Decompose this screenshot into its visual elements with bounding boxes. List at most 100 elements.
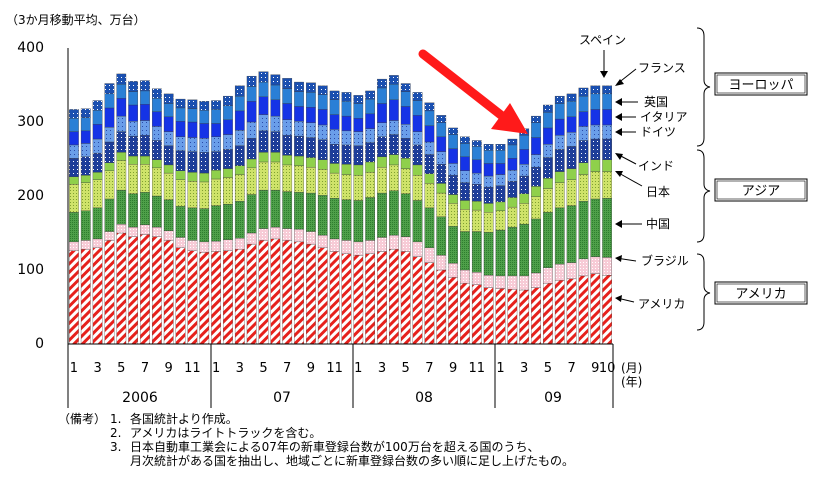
bar-segment-usa [471, 284, 482, 345]
bar-segment-china [199, 208, 210, 243]
bar-segment-spain [175, 98, 186, 109]
bar-segment-spain [234, 85, 245, 97]
bar-segment-france [306, 92, 316, 108]
bar-segment-china [282, 191, 293, 229]
bar-stack [282, 78, 293, 345]
bar-segment-germany [483, 186, 494, 204]
region-label-asia: アジア [742, 184, 780, 199]
bar-segment-spain [460, 136, 470, 144]
arrow-head [615, 171, 623, 177]
bar-segment-china [531, 218, 541, 274]
bar-segment-spain [306, 82, 316, 93]
note-number: 3. [110, 440, 122, 454]
bar-stack [388, 75, 399, 345]
bar-segment-usa [377, 251, 387, 345]
arrow-head [615, 128, 622, 136]
bar-segment-germany [80, 156, 91, 176]
bar-segment-india [531, 186, 541, 197]
bar-segment-france [400, 91, 411, 107]
bar-segment-china [246, 194, 257, 234]
bar-segment-france [199, 110, 210, 124]
bar-segment-uk [400, 106, 411, 125]
bar-segment-usa [543, 283, 553, 345]
x-tick-label: 7 [567, 361, 575, 376]
x-tick-label: 11 [326, 361, 343, 376]
bar-segment-spain [341, 92, 352, 102]
bar-segment-spain [543, 104, 553, 113]
bar-segment-india [282, 155, 293, 166]
bar-stack [246, 75, 257, 345]
bar-segment-brazil [365, 240, 376, 254]
bar-segment-spain [294, 81, 304, 92]
bar-segment-uk [590, 109, 601, 126]
bar-segment-brazil [128, 226, 138, 237]
bar-segment-usa [495, 288, 506, 345]
bar-segment-brazil [69, 241, 79, 251]
bar-segment-japan [388, 164, 399, 191]
bar-segment-india [353, 164, 364, 176]
stacked-bar-chart: （3か月移動平均、万台） 400 300 200 100 0 1 3 5 7 9 11 1 3… [6, 12, 808, 408]
bar-segment-germany [234, 145, 245, 166]
bar-segment-usa [424, 262, 435, 345]
bar-segment-italy [377, 122, 387, 137]
bar-segment-spain [365, 90, 376, 100]
bar-segment-spain [531, 115, 541, 123]
note-text: アメリカはライトトラックを含む。 [130, 426, 322, 440]
x-tick-label: 10 [599, 361, 616, 376]
bar-segment-germany [116, 131, 127, 153]
bar-stack [543, 104, 553, 345]
x-tick-label: 1 [70, 361, 78, 376]
series-label-uk: 英国 [644, 95, 668, 109]
bar-segment-italy [151, 126, 162, 141]
bar-segment-uk [306, 107, 316, 123]
bar-segment-brazil [424, 247, 435, 263]
year-label-08: 08 [415, 390, 433, 406]
bar-segment-china [175, 206, 186, 238]
bar-segment-brazil [388, 235, 399, 250]
bar-segment-usa [282, 240, 293, 345]
series-label-italy: イタリア [640, 110, 688, 124]
bar-segment-brazil [223, 239, 233, 251]
bar-segment-china [424, 207, 435, 248]
trend-arrow [418, 49, 528, 134]
bar-segment-france [566, 101, 577, 117]
bar-segment-uk [223, 119, 233, 135]
bar-segment-uk [388, 99, 399, 121]
bar-segment-uk [602, 109, 613, 126]
bar-segment-france [151, 98, 162, 112]
bar-segment-brazil [80, 240, 91, 250]
x-tick-label: 1 [496, 361, 504, 376]
bar-segment-italy [341, 130, 352, 146]
note-text: 月次統計がある国を抽出し、地域ごとに新車登録台数の多い順に足し上げたもの。 [130, 454, 575, 468]
bar-segment-china [471, 231, 482, 273]
bar-segment-italy [388, 120, 399, 135]
bar-segment-germany [306, 137, 316, 158]
bar-segment-germany [388, 134, 399, 155]
bar-segment-uk [258, 96, 269, 115]
bar-segment-italy [460, 170, 470, 183]
bar-segment-usa [460, 283, 470, 345]
x-tick-label: 5 [117, 361, 125, 376]
bar-segment-china [317, 195, 328, 236]
x-tick-label: 3 [520, 361, 528, 376]
bar-segment-india [436, 183, 447, 194]
bar-segment-france [270, 84, 281, 100]
bar-segment-japan [104, 170, 115, 200]
bar-segment-brazil [554, 263, 565, 281]
bar-segment-japan [566, 179, 577, 206]
bar-segment-italy [306, 122, 316, 138]
notes-label: （備考） [58, 412, 107, 426]
bar-segment-uk [282, 103, 293, 120]
bar-segment-china [294, 192, 304, 230]
bar-segment-japan [519, 203, 530, 225]
series-label-china: 中国 [646, 216, 670, 231]
bar-segment-spain [471, 140, 482, 147]
bar-segment-usa [163, 240, 174, 345]
bar-segment-france [388, 84, 399, 100]
bar-segment-brazil [282, 228, 293, 241]
bar-segment-usa [69, 250, 79, 345]
bar-segment-uk [175, 121, 186, 137]
note-text: 日本自動車工業会による07年の新車登録台数が100万台を超える国のうち、 [130, 440, 540, 454]
bar-segment-india [483, 203, 494, 213]
bar-segment-brazil [543, 267, 553, 284]
